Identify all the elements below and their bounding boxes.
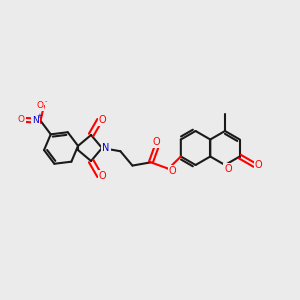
- Text: O: O: [18, 116, 25, 124]
- Text: O: O: [153, 137, 160, 147]
- Text: +: +: [37, 113, 42, 119]
- Text: O: O: [255, 160, 262, 170]
- Text: -: -: [45, 98, 47, 104]
- Text: O: O: [36, 101, 43, 110]
- Text: O: O: [99, 115, 106, 125]
- Text: N: N: [32, 116, 39, 125]
- Text: O: O: [169, 166, 176, 176]
- Text: O: O: [224, 164, 232, 174]
- Text: O: O: [99, 171, 106, 181]
- Text: N: N: [102, 143, 110, 153]
